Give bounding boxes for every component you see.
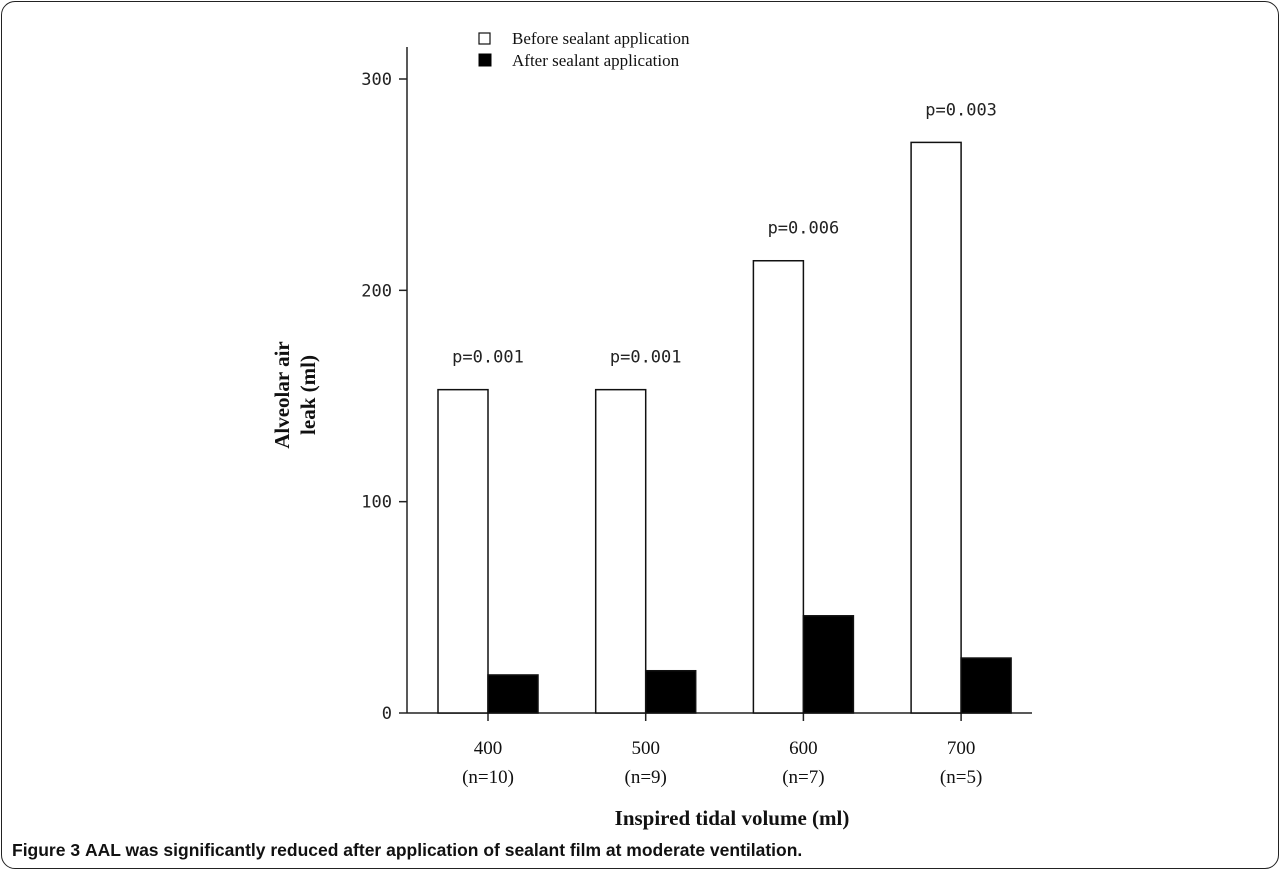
x-tick-label: 500 (631, 738, 660, 759)
x-tick-label: 400 (474, 738, 503, 759)
x-tick-label: 600 (789, 738, 818, 759)
bar-before-sealant (594, 388, 647, 714)
caption-text: AAL was significantly reduced after appl… (84, 840, 803, 860)
bar-after-sealant (960, 657, 1012, 714)
bar-before-sealant (910, 141, 962, 714)
legend-swatch-after (478, 53, 492, 67)
bar-after-sealant (802, 615, 855, 714)
y-axis-title-line2: leak (ml) (296, 355, 320, 435)
p-value-label: p=0.001 (452, 348, 524, 368)
x-tick-sublabel: (n=9) (625, 767, 667, 788)
figure-caption: Figure 3 AAL was significantly reduced a… (12, 840, 802, 861)
x-axis-title: Inspired tidal volume (ml) (615, 806, 850, 830)
x-tick-sublabel: (n=7) (782, 767, 824, 788)
y-tick-label: 0 (382, 704, 392, 724)
bar-after-sealant (487, 674, 539, 714)
legend-label-before: Before sealant application (512, 29, 690, 48)
x-tick-label: 700 (947, 738, 976, 759)
bar-after-sealant (644, 669, 697, 714)
legend-swatch-before (478, 32, 491, 45)
y-tick-label: 200 (361, 281, 392, 301)
bar-chart: 0 100 200 300 p=0.001 400 (n=10) p=0.001 500 (n=9… (270, 29, 1032, 830)
x-tick-sublabel: (n=5) (940, 767, 982, 788)
p-value-label: p=0.006 (768, 219, 840, 239)
x-tick-sublabel: (n=10) (462, 767, 514, 788)
bar-before-sealant (437, 388, 489, 714)
bar-before-sealant (752, 259, 805, 714)
y-tick-label: 300 (361, 70, 392, 90)
legend-label-after: After sealant application (512, 51, 680, 70)
y-tick-label: 100 (361, 493, 392, 513)
caption-label: Figure 3 (12, 840, 81, 860)
p-value-label: p=0.001 (610, 348, 682, 368)
y-axis-title-line1: Alveolar air (270, 341, 294, 449)
p-value-label: p=0.003 (925, 100, 997, 120)
